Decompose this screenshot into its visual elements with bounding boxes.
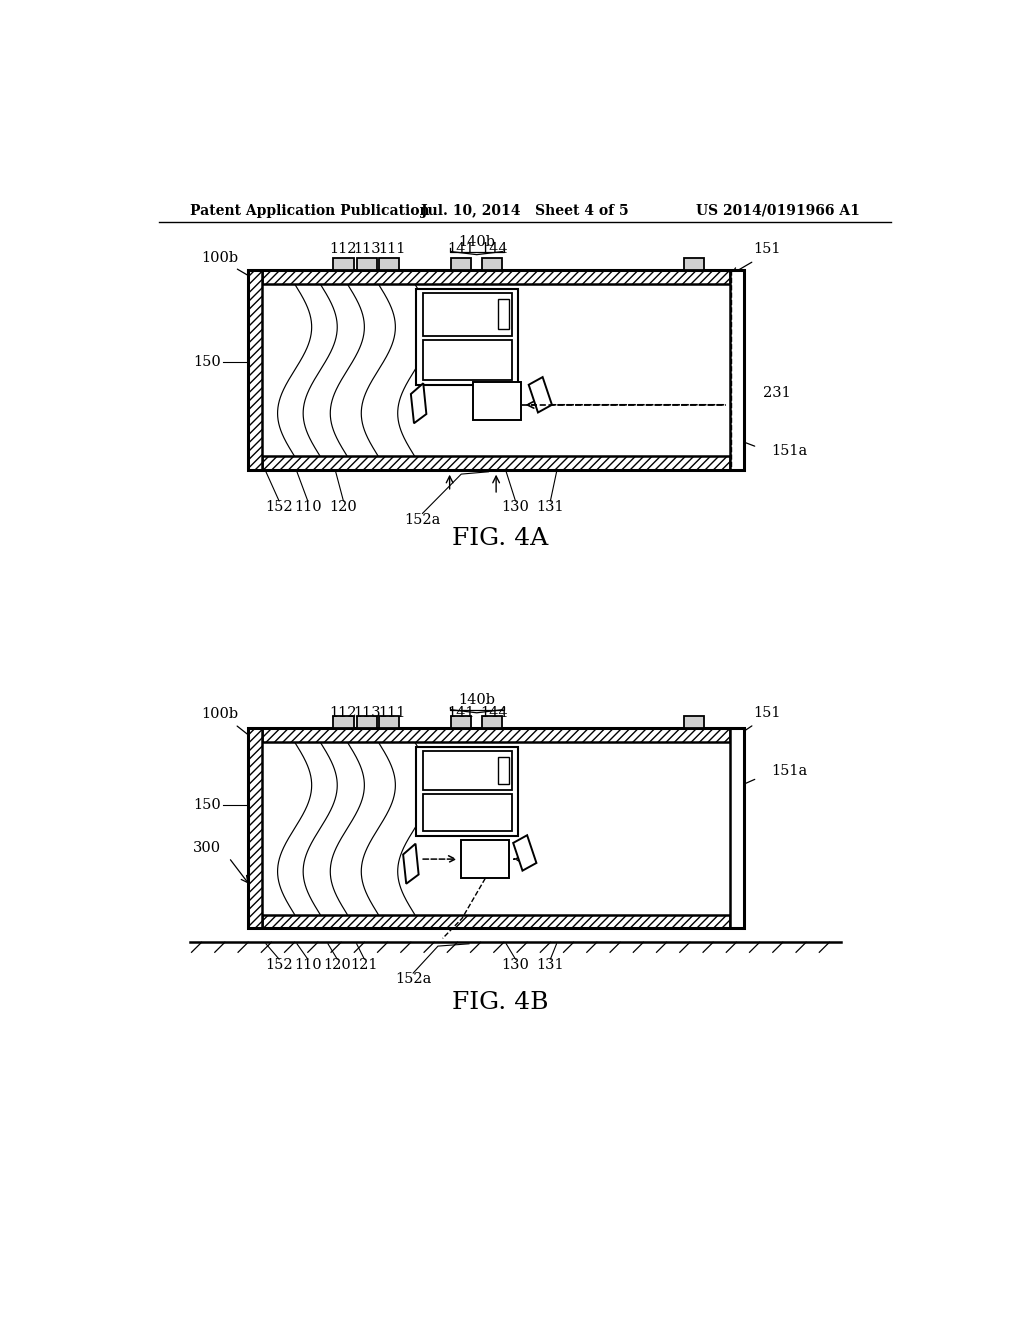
Bar: [417, 289, 518, 385]
Text: 110: 110: [294, 500, 322, 515]
Text: 140b: 140b: [459, 235, 496, 249]
Text: 131: 131: [537, 958, 564, 973]
Bar: [262, 729, 730, 742]
Text: 120: 120: [324, 958, 351, 973]
Text: 151: 151: [754, 243, 781, 256]
Bar: [334, 715, 353, 729]
Bar: [461, 840, 509, 878]
Bar: [684, 257, 703, 271]
Text: Patent Application Publication: Patent Application Publication: [190, 203, 430, 218]
Text: 150: 150: [194, 799, 221, 812]
Bar: [356, 257, 377, 271]
Polygon shape: [411, 383, 426, 424]
Bar: [730, 271, 744, 470]
Bar: [356, 715, 377, 729]
Text: 152: 152: [265, 500, 293, 515]
Text: 131: 131: [537, 500, 564, 515]
Text: US 2014/0191966 A1: US 2014/0191966 A1: [695, 203, 859, 218]
Text: 112: 112: [330, 243, 357, 256]
Text: 140b: 140b: [459, 693, 496, 708]
Text: 100b: 100b: [201, 252, 238, 265]
Text: FIG. 4B: FIG. 4B: [452, 991, 548, 1014]
Text: 152: 152: [265, 958, 293, 973]
Bar: [262, 271, 730, 284]
Bar: [248, 729, 262, 928]
Text: 100b: 100b: [201, 708, 238, 721]
Bar: [498, 300, 509, 330]
Bar: [423, 795, 512, 832]
Text: 111: 111: [378, 706, 406, 719]
Text: FIG. 4A: FIG. 4A: [452, 527, 548, 549]
Text: 150: 150: [194, 355, 221, 370]
Text: 152a: 152a: [404, 512, 440, 527]
Bar: [379, 715, 399, 729]
Text: 111: 111: [378, 243, 406, 256]
Bar: [423, 751, 512, 789]
Text: 141: 141: [447, 706, 475, 719]
Bar: [248, 271, 262, 470]
Text: 152a: 152a: [395, 973, 431, 986]
Text: Jul. 10, 2014   Sheet 4 of 5: Jul. 10, 2014 Sheet 4 of 5: [421, 203, 629, 218]
Text: 120: 120: [330, 500, 357, 515]
Polygon shape: [528, 378, 552, 412]
Bar: [452, 715, 471, 729]
Text: 151a: 151a: [771, 444, 808, 458]
Text: 112: 112: [330, 706, 357, 719]
Bar: [417, 747, 518, 836]
Polygon shape: [403, 843, 419, 884]
Text: 110: 110: [294, 958, 322, 973]
Bar: [473, 381, 521, 420]
Bar: [423, 293, 512, 335]
Text: 144: 144: [480, 706, 508, 719]
Bar: [334, 257, 353, 271]
Text: 113: 113: [353, 706, 381, 719]
Bar: [482, 715, 503, 729]
Text: 121: 121: [350, 958, 378, 973]
Bar: [423, 341, 512, 380]
Bar: [262, 457, 730, 470]
Bar: [248, 271, 744, 470]
Text: 130: 130: [502, 500, 529, 515]
Text: 231: 231: [764, 387, 792, 400]
Bar: [452, 257, 471, 271]
Text: 151a: 151a: [771, 763, 808, 777]
Bar: [684, 715, 703, 729]
Text: 113: 113: [353, 243, 381, 256]
Text: 144: 144: [480, 243, 508, 256]
Bar: [262, 915, 730, 928]
Bar: [379, 257, 399, 271]
Text: 141: 141: [447, 243, 475, 256]
Bar: [730, 729, 744, 928]
Bar: [248, 729, 744, 928]
Polygon shape: [513, 836, 537, 871]
Text: 300: 300: [193, 841, 221, 854]
Bar: [498, 758, 509, 784]
Text: 130: 130: [502, 958, 529, 973]
Bar: [482, 257, 503, 271]
Text: 151: 151: [754, 706, 781, 719]
